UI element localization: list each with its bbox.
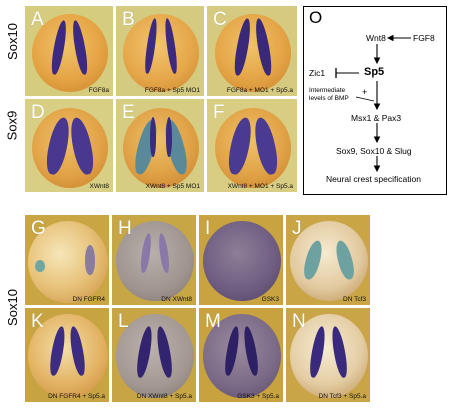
- row-label-sox10-bottom: Sox10: [4, 289, 20, 326]
- embryo-image: [123, 14, 199, 92]
- panel-letter: E: [122, 102, 135, 123]
- panel-letter: A: [31, 9, 44, 30]
- pathway-arrows: [335, 34, 411, 173]
- row-label-sox10-top: Sox10: [4, 23, 20, 60]
- panel-letter: K: [31, 311, 44, 332]
- panel-caption: XWnt8: [89, 183, 109, 190]
- embryo-image: [215, 14, 291, 92]
- panel-letter: M: [205, 311, 221, 332]
- pathway-diagram: O Wnt8 FGF8 Zic1 Sp5 Intermediate levels…: [303, 6, 447, 195]
- embryo-image: [290, 221, 368, 301]
- msx-pax-label: Msx1 & Pax3: [351, 113, 402, 123]
- panel-m: M GSK3 + Sp5.a: [198, 307, 284, 403]
- panel-i: I GSK3: [198, 214, 284, 306]
- panel-caption: DN Tcf3: [343, 296, 366, 303]
- plus-label: +: [362, 87, 368, 97]
- embryo-image: [28, 314, 108, 398]
- embryo-image: [32, 14, 108, 92]
- embryo-image: [290, 314, 368, 398]
- embryo-image: [203, 314, 281, 398]
- panel-caption: FGF8a + MO1 + Sp5.a: [226, 87, 293, 94]
- panel-letter: D: [31, 102, 45, 123]
- panel-letter: G: [31, 218, 46, 239]
- panel-letter: H: [118, 218, 132, 239]
- sp5-label: Sp5: [364, 66, 385, 78]
- bmp-label-line2: levels of BMP: [309, 95, 349, 102]
- panel-caption: GSK3: [261, 296, 279, 303]
- panel-e: E XWnt8 + Sp5 MO1: [115, 98, 205, 193]
- diagram-letter: O: [309, 8, 323, 27]
- panel-caption: DN XWnt8: [161, 296, 192, 303]
- embryo-image: [116, 314, 194, 398]
- panel-caption: GSK3 + Sp5.a: [237, 393, 279, 400]
- panel-letter: N: [292, 311, 306, 332]
- fgf8-label: FGF8: [413, 33, 435, 43]
- panel-caption: XWnt8 + MO1 + Sp5.a: [227, 183, 293, 190]
- embryo-image: [123, 108, 199, 188]
- panel-letter: C: [213, 9, 227, 30]
- panel-n: N DN Tcf3 + Sp5.a: [285, 307, 371, 403]
- panel-k: K DN FGFR4 + Sp5.a: [24, 307, 110, 403]
- panel-g: G DN FGFR4: [24, 214, 110, 306]
- panel-a: A FGF8a: [24, 5, 114, 97]
- panel-caption: FGF8a + Sp5 MO1: [144, 87, 200, 94]
- outcome-label: Neural crest specification: [326, 174, 421, 184]
- panel-d: D XWnt8: [24, 98, 114, 193]
- embryo-image: [215, 108, 291, 188]
- panel-c: C FGF8a + MO1 + Sp5.a: [206, 5, 298, 97]
- panel-j: J DN Tcf3: [285, 214, 371, 306]
- embryo-image: [116, 221, 194, 301]
- panel-letter: L: [118, 311, 129, 332]
- embryo-image: [32, 108, 108, 188]
- panel-letter: B: [122, 9, 135, 30]
- panel-caption: DN XWnt8 + Sp5.a: [136, 393, 192, 400]
- panel-letter: I: [205, 218, 211, 239]
- panel-caption: DN Tcf3 + Sp5.a: [318, 393, 366, 400]
- row-label-sox9: Sox9: [4, 110, 20, 141]
- panel-caption: XWnt8 + Sp5 MO1: [145, 183, 200, 190]
- panel-b: B FGF8a + Sp5 MO1: [115, 5, 205, 97]
- panel-f: F XWnt8 + MO1 + Sp5.a: [206, 98, 298, 193]
- embryo-image: [203, 221, 281, 301]
- panel-caption: DN FGFR4: [72, 296, 106, 303]
- panel-l: L DN XWnt8 + Sp5.a: [111, 307, 197, 403]
- bmp-label-line1: Intermediate: [309, 87, 346, 94]
- sox-label: Sox9, Sox10 & Slug: [336, 146, 412, 156]
- panel-caption: DN FGFR4 + Sp5.a: [48, 393, 105, 400]
- zic1-label: Zic1: [309, 68, 326, 78]
- panel-caption: FGF8a: [88, 87, 109, 94]
- panel-letter: F: [213, 102, 225, 123]
- panel-h: H DN XWnt8: [111, 214, 197, 306]
- wnt8-label: Wnt8: [366, 33, 386, 43]
- panel-letter: J: [292, 218, 302, 239]
